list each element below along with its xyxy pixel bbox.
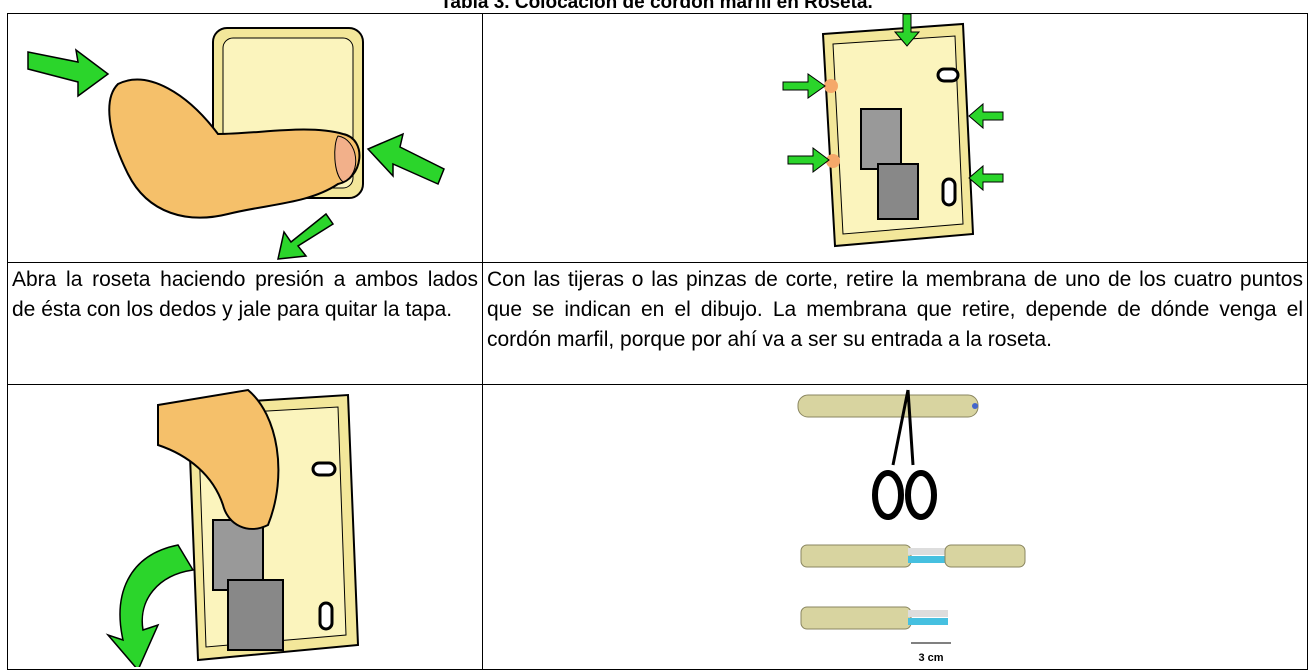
measure-label: 3 cm bbox=[918, 652, 943, 664]
illustration-back-plate bbox=[782, 14, 1004, 248]
table-title: Tabla 3. Colocación de cordón marfil en … bbox=[440, 0, 873, 13]
image-cell bbox=[482, 13, 1308, 263]
image-cell bbox=[7, 384, 483, 670]
image-cell bbox=[7, 13, 483, 263]
illustration-open bbox=[27, 27, 445, 260]
illustration-remove bbox=[105, 388, 360, 667]
instruction-text: Con las tijeras o las pinzas de corte, r… bbox=[482, 262, 1308, 385]
image-cell: 3 cm bbox=[482, 384, 1308, 670]
table: Abra la roseta haciendo presión a ambos … bbox=[7, 13, 1308, 670]
instruction-text: Abra la roseta haciendo presión a ambos … bbox=[7, 262, 483, 385]
illustration-cable: 3 cm bbox=[797, 389, 1026, 664]
